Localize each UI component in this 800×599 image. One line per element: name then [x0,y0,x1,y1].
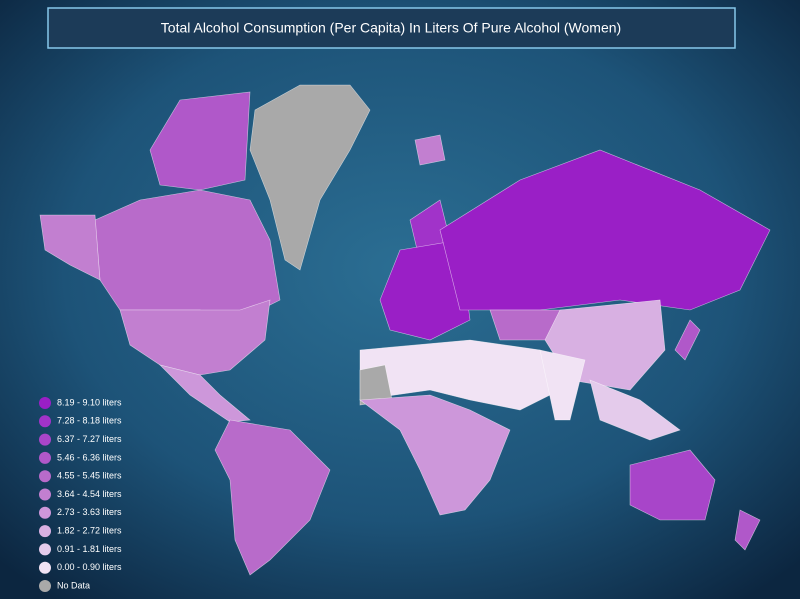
legend-label: 0.00 - 0.90 liters [57,562,122,572]
legend-label: 7.28 - 8.18 liters [57,416,122,426]
legend-label: No Data [57,580,90,590]
new-zealand [734,509,761,551]
southeast-asia [589,379,681,441]
legend-swatch [39,397,51,409]
legend-swatch [39,525,51,538]
central-america [159,364,251,423]
usa [119,299,271,376]
legend-swatch [39,415,51,428]
legend-swatch [39,470,51,483]
india [539,349,586,421]
legend-label: 8.19 - 9.10 liters [57,397,122,407]
legend-label: 3.64 - 4.54 liters [57,489,122,499]
legend-label: 6.37 - 7.27 liters [57,434,122,444]
legend-swatch [39,451,51,464]
legend-swatch [39,506,51,519]
japan [674,319,701,361]
legend-label: 5.46 - 6.36 liters [57,452,122,462]
legend-swatch [39,488,51,501]
greenland [249,84,371,271]
iceland [414,134,446,166]
legend-label: 1.82 - 2.72 liters [57,525,122,535]
south-america [214,419,331,576]
alaska [39,214,101,281]
canada [94,189,281,321]
legend-swatch [39,580,51,592]
legend-swatch [39,561,51,574]
legend-label: 4.55 - 5.45 liters [57,471,122,481]
legend-label: 0.91 - 1.81 liters [57,544,122,554]
legend-swatch [39,433,51,446]
title-box [47,7,736,49]
legend: 8.19 - 9.10 liters 7.28 - 8.18 liters 6.37… [39,397,122,592]
title: Total Alcohol Consumption (Per Capita) I… [161,20,621,36]
legend-swatch [39,543,51,556]
africa [359,394,511,516]
australia [629,449,716,521]
world-map [39,84,771,576]
legend-label: 2.73 - 3.63 liters [57,507,122,517]
